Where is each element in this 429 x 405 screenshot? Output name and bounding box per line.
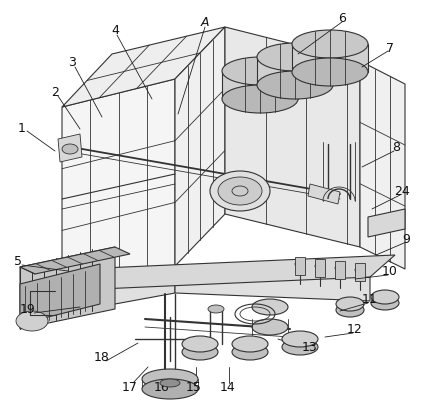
Ellipse shape	[282, 331, 318, 347]
Text: 11: 11	[362, 293, 378, 306]
Polygon shape	[175, 269, 370, 301]
Ellipse shape	[210, 172, 270, 211]
Text: 9: 9	[402, 233, 410, 246]
Ellipse shape	[252, 319, 288, 335]
Ellipse shape	[160, 379, 180, 387]
Text: 6: 6	[338, 11, 346, 24]
Polygon shape	[20, 264, 100, 324]
Polygon shape	[225, 28, 360, 247]
Polygon shape	[295, 257, 305, 275]
Polygon shape	[175, 28, 225, 266]
Ellipse shape	[142, 369, 198, 389]
Polygon shape	[62, 28, 225, 108]
Ellipse shape	[371, 290, 399, 304]
Ellipse shape	[257, 44, 333, 72]
Polygon shape	[335, 261, 345, 279]
Text: 15: 15	[186, 381, 202, 394]
Polygon shape	[20, 247, 130, 274]
Text: 17: 17	[122, 381, 138, 394]
Polygon shape	[257, 58, 333, 86]
Ellipse shape	[218, 177, 262, 205]
Ellipse shape	[257, 72, 333, 100]
Ellipse shape	[16, 311, 48, 331]
Text: 16: 16	[154, 381, 170, 394]
Polygon shape	[360, 62, 405, 269]
Ellipse shape	[222, 58, 298, 86]
Ellipse shape	[232, 344, 268, 360]
Polygon shape	[62, 80, 175, 294]
Polygon shape	[315, 259, 325, 277]
Ellipse shape	[62, 145, 78, 155]
Text: 18: 18	[94, 351, 110, 364]
Text: 12: 12	[347, 323, 363, 336]
Text: 10: 10	[382, 265, 398, 278]
Text: 1: 1	[18, 121, 26, 134]
Ellipse shape	[336, 303, 364, 317]
Polygon shape	[368, 209, 405, 237]
Text: 4: 4	[111, 23, 119, 36]
Text: 24: 24	[394, 185, 410, 198]
Polygon shape	[355, 263, 365, 281]
Text: 13: 13	[302, 341, 318, 354]
Polygon shape	[20, 247, 115, 329]
Polygon shape	[308, 185, 340, 205]
Text: 5: 5	[14, 255, 22, 268]
Polygon shape	[292, 45, 368, 73]
Ellipse shape	[282, 339, 318, 355]
Ellipse shape	[182, 336, 218, 352]
Text: 14: 14	[220, 381, 236, 394]
Ellipse shape	[142, 379, 198, 399]
Ellipse shape	[232, 336, 268, 352]
Text: 8: 8	[392, 141, 400, 154]
Polygon shape	[55, 256, 395, 291]
Polygon shape	[58, 135, 82, 162]
Ellipse shape	[222, 86, 298, 114]
Ellipse shape	[295, 261, 305, 267]
Polygon shape	[222, 72, 298, 100]
Text: 2: 2	[51, 85, 59, 98]
Ellipse shape	[182, 344, 218, 360]
Text: 3: 3	[68, 55, 76, 68]
Text: 7: 7	[386, 41, 394, 54]
Ellipse shape	[315, 263, 325, 269]
Ellipse shape	[355, 267, 365, 273]
Ellipse shape	[252, 299, 288, 315]
Polygon shape	[55, 269, 175, 315]
Ellipse shape	[292, 31, 368, 59]
Text: 19: 19	[20, 303, 36, 316]
Text: A: A	[201, 15, 209, 28]
Ellipse shape	[208, 305, 224, 313]
Ellipse shape	[292, 59, 368, 87]
Ellipse shape	[336, 297, 364, 311]
Ellipse shape	[371, 296, 399, 310]
Ellipse shape	[335, 265, 345, 271]
